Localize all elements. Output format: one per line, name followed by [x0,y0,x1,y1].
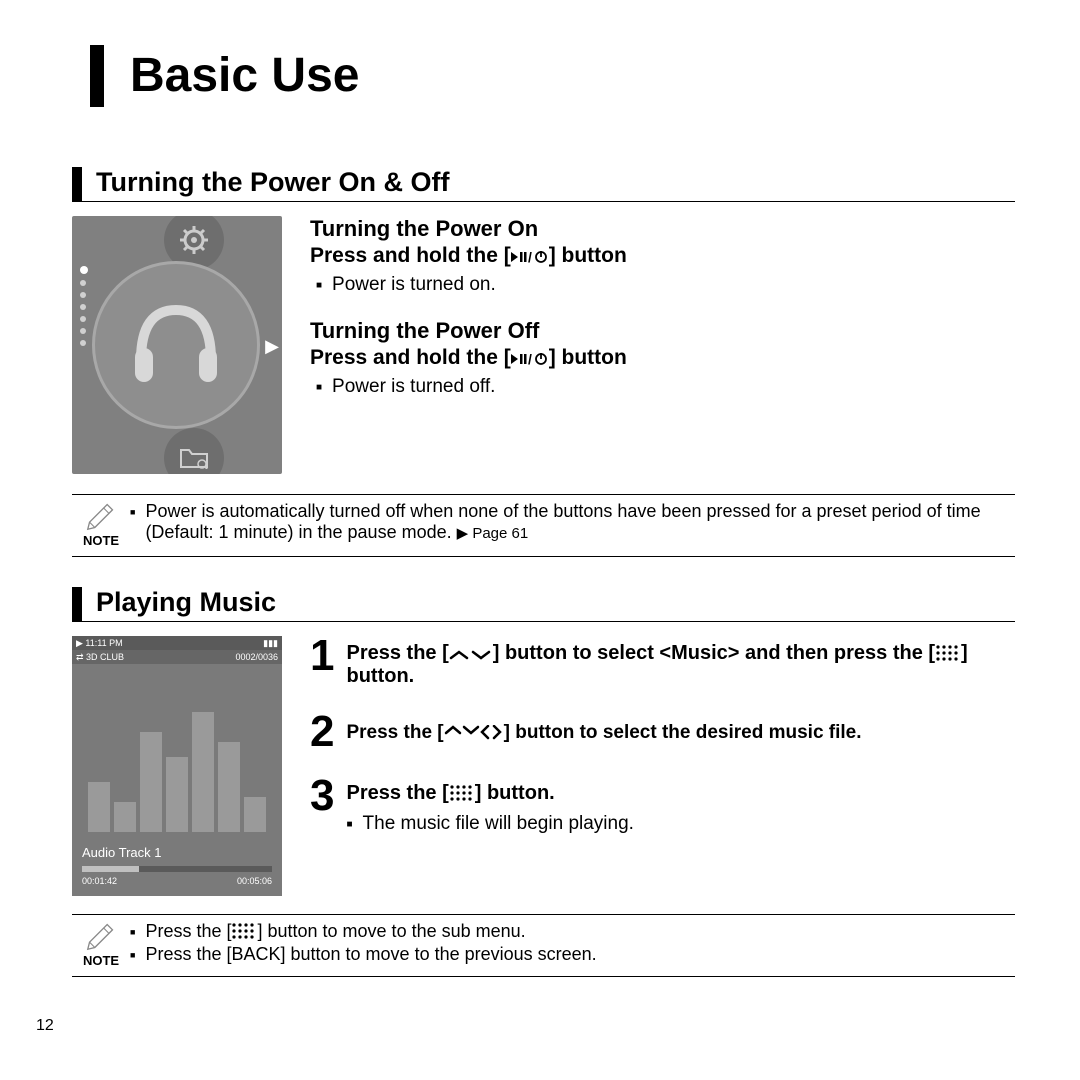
text: ] button to select <Music> and then pres… [493,642,935,664]
player-illustration: ▶ 11:11 PM ▮▮▮ ⇄ 3D CLUB 0002/0036 Audio… [72,636,282,896]
page-title: Basic Use [90,45,1015,107]
progress-bar [82,866,272,872]
section-heading-music: Playing Music [72,587,1015,622]
play-icon: ▶ [265,336,279,357]
text: ] button to select the desired music fil… [504,722,862,743]
dots-icon [449,784,475,802]
track-name: Audio Track 1 [82,845,162,860]
text: Press the [ [346,782,448,804]
power-off-result: Power is turned off. [316,376,1015,398]
text: Press the [ [346,722,443,743]
step-num: 2 [310,712,334,752]
section-heading-power: Turning the Power On & Off [72,167,1015,202]
power-instructions: Turning the Power On Press and hold the … [310,216,1015,398]
player-time: ▶ 11:11 PM [76,638,123,649]
note-label: NOTE [83,533,119,548]
player-mode: ⇄ 3D CLUB [76,652,124,663]
dots-icon [935,644,961,662]
step-3: 3 Press the [ ] button. The music file wi… [310,776,1015,835]
power-section-body: ▶ Turning the Power On Press and hold th… [72,216,1015,474]
up-down-left-right-icon [444,725,504,741]
text: ] button [549,346,627,369]
steps-list: 1 Press the [ ] button to select <Music> … [310,636,1015,843]
device-illustration: ▶ [72,216,282,474]
text: Press and hold the [ [310,346,511,369]
total-time: 00:05:06 [237,876,272,886]
elapsed-time: 00:01:42 [82,876,117,886]
pencil-icon [81,921,121,951]
pencil-icon [81,501,121,531]
headphone-icon [92,261,260,429]
step-3-result: The music file will begin playing. [346,813,633,835]
power-on-title: Turning the Power On [310,216,1015,242]
note-block-2: NOTE Press the [] button to move to the … [72,914,1015,977]
power-on-instruction: Press and hold the [ ] button [310,244,1015,268]
step-num: 3 [310,776,334,816]
text: Press and hold the [ [310,244,511,267]
equalizer-bars [72,664,282,832]
power-off-title: Turning the Power Off [310,318,1015,344]
battery-icon: ▮▮▮ [263,638,278,649]
note-2-bullet-2: Press the [BACK] button to move to the p… [130,944,1015,965]
note-1-text: Power is automatically turned off when n… [130,501,1015,543]
dots-icon [231,922,257,940]
music-section-body: ▶ 11:11 PM ▮▮▮ ⇄ 3D CLUB 0002/0036 Audio… [72,636,1015,896]
step-2: 2 Press the [ ] button to select the desi… [310,712,1015,752]
page-number: 12 [36,1017,54,1035]
note-label: NOTE [83,953,119,968]
step-num: 1 [310,636,334,676]
folder-icon [164,428,224,474]
indicator-dots [80,266,88,352]
text: Press the [ [346,642,448,664]
up-down-icon [449,650,493,662]
text: ] button [549,244,627,267]
page-ref: ▶ Page 61 [457,525,529,542]
step-1: 1 Press the [ ] button to select <Music> … [310,636,1015,688]
text: ] button. [475,782,555,804]
play-pause-power-icon [511,251,549,265]
player-counter: 0002/0036 [235,652,278,662]
note-block-1: NOTE Power is automatically turned off w… [72,494,1015,557]
note-2-bullet-1: Press the [] button to move to the sub m… [130,921,1015,942]
power-off-instruction: Press and hold the [ ] button [310,346,1015,370]
power-on-result: Power is turned on. [316,274,1015,296]
play-pause-power-icon [511,353,549,367]
